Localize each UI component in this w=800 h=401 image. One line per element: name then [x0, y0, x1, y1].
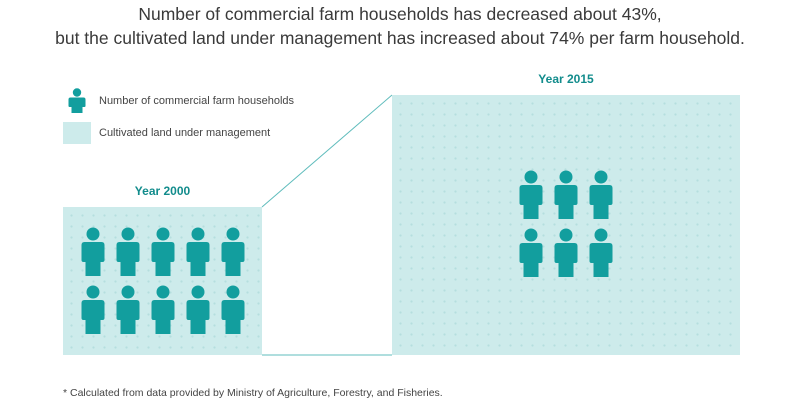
headline-line-1: Number of commercial farm households has… — [138, 4, 662, 24]
person-icon-2015 — [589, 170, 613, 219]
legend-households-label: Number of commercial farm households — [99, 95, 295, 107]
headline: Number of commercial farm households has… — [0, 2, 800, 50]
person-icon-2000 — [221, 227, 245, 276]
person-icon-2000 — [116, 227, 140, 276]
legend-households: Number of commercial farm households — [63, 88, 294, 114]
person-icon-2000 — [116, 285, 140, 334]
footnote: * Calculated from data provided by Minis… — [63, 387, 443, 399]
person-icon-2000 — [151, 285, 175, 334]
person-icon-2015 — [554, 228, 578, 277]
person-icon-2000 — [186, 285, 210, 334]
person-icon-2015 — [519, 170, 543, 219]
person-icon-2000 — [186, 227, 210, 276]
person-icon-2000 — [221, 285, 245, 334]
land-area-2015 — [392, 95, 740, 355]
person-icon — [68, 88, 86, 113]
legend-land: Cultivated land under management — [63, 122, 270, 144]
year-2015-label: Year 2015 — [538, 72, 594, 86]
person-icon-2000 — [81, 285, 105, 334]
person-icon-2015 — [589, 228, 613, 277]
land-swatch — [63, 122, 91, 144]
year-2000-label: Year 2000 — [134, 184, 191, 198]
person-icon-2000 — [151, 227, 175, 276]
headline-line-2: but the cultivated land under management… — [55, 28, 745, 48]
person-icon-2015 — [554, 170, 578, 219]
legend-land-label: Cultivated land under management — [99, 127, 271, 139]
person-icon-2015 — [519, 228, 543, 277]
person-icon-2000 — [81, 227, 105, 276]
